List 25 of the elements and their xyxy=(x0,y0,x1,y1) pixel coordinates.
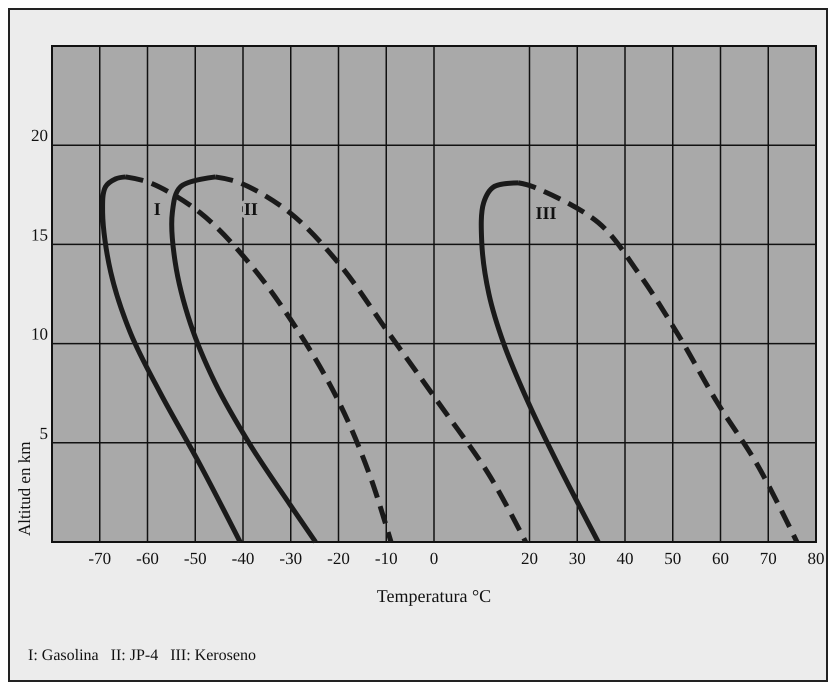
x-tick-label: 30 xyxy=(568,549,586,568)
x-tick-label: 70 xyxy=(760,549,777,568)
y-tick-label: 15 xyxy=(31,225,48,244)
x-tick-label: 50 xyxy=(664,549,682,568)
annotation: II xyxy=(244,198,258,219)
y-tick-label: 10 xyxy=(31,324,48,344)
x-tick-label: 80 xyxy=(808,549,824,568)
x-tick-label: 60 xyxy=(712,549,729,568)
y-tick-label: 5 xyxy=(40,424,48,443)
annotation: I xyxy=(154,198,161,219)
y-tick-label: 20 xyxy=(31,126,48,146)
text: I: Gasolina II: JP-4 III: Keroseno xyxy=(28,647,256,664)
x-tick-label: -60 xyxy=(136,549,159,568)
y-axis-title: Altitud en km xyxy=(15,442,34,536)
annotation: III xyxy=(535,202,557,223)
x-tick-label: 20 xyxy=(521,549,538,568)
x-tick-label: 40 xyxy=(616,549,634,568)
x-tick-label: -50 xyxy=(184,549,207,568)
x-tick-label: -70 xyxy=(88,549,112,568)
x-axis-title: Temperatura °C xyxy=(376,586,492,606)
x-tick-label: -20 xyxy=(327,549,350,568)
x-tick-label: 0 xyxy=(430,549,438,568)
x-tick-label: -40 xyxy=(232,549,254,568)
x-tick-label: -10 xyxy=(374,549,398,568)
x-tick-label: -30 xyxy=(279,549,302,568)
